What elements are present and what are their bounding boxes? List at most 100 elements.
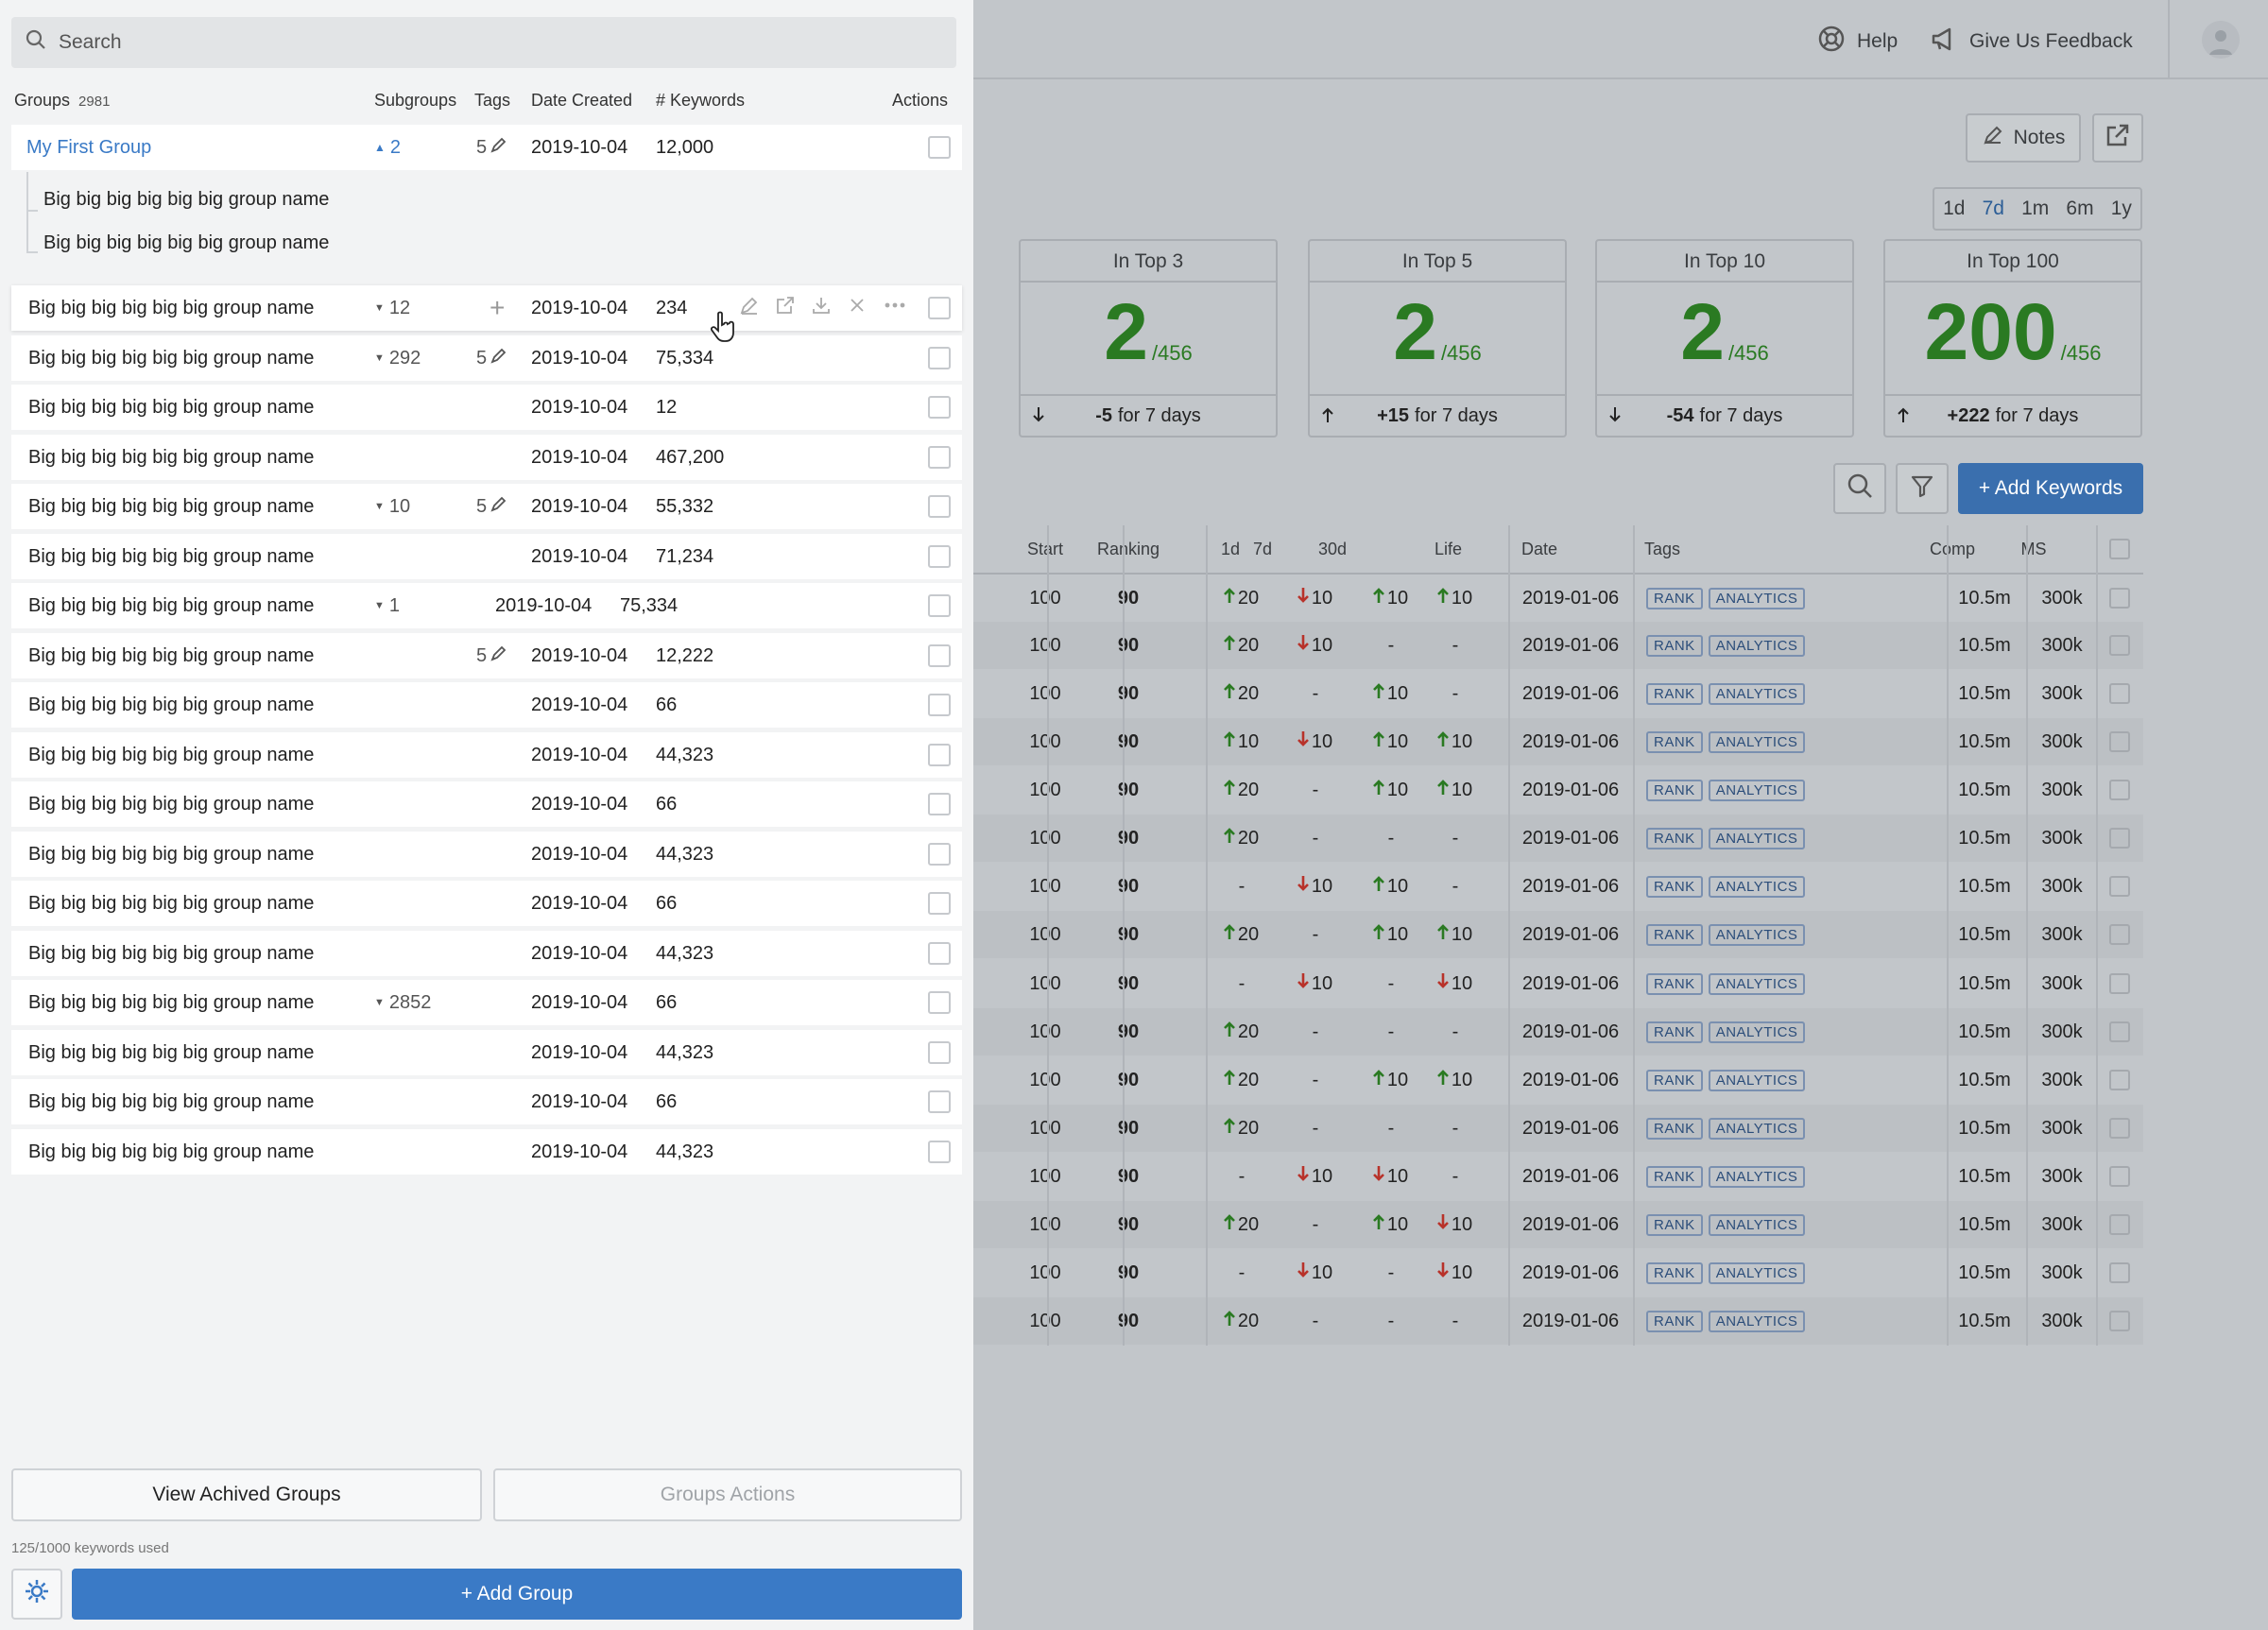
period-6m[interactable]: 6m xyxy=(2066,197,2094,219)
keyword-row[interactable]: 100 90 20 - - - 2019-01-06 RANK ANALYTIC… xyxy=(973,1008,2143,1055)
feedback-link[interactable]: Give Us Feedback xyxy=(1930,25,2133,59)
add-tag-icon[interactable]: + xyxy=(490,293,506,322)
group-name[interactable]: Big big big big big big group name xyxy=(28,297,315,318)
tags-count[interactable]: 5 xyxy=(476,125,508,170)
view-archived-groups-button[interactable]: View Achived Groups xyxy=(11,1468,482,1521)
group-checkbox[interactable] xyxy=(928,694,951,716)
column-header-d30[interactable]: 30d xyxy=(1317,539,1348,558)
group-name[interactable]: Big big big big big big group name xyxy=(28,545,315,567)
add-group-button[interactable]: + Add Group xyxy=(72,1569,962,1620)
subgroups-toggle[interactable]: ▼ 2852 xyxy=(374,991,432,1013)
subgroups-toggle[interactable]: ▼ 10 xyxy=(374,495,411,517)
keyword-row[interactable]: 100 90 20 - 10 - 2019-01-06 RANK ANALYTI… xyxy=(973,670,2143,717)
tag-badge[interactable]: ANALYTICS xyxy=(1708,1261,1806,1284)
row-checkbox[interactable] xyxy=(2109,828,2130,849)
group-row[interactable]: Big big big big big big group name ▼ 2852 2… xyxy=(11,980,962,1025)
tag-badge[interactable]: ANALYTICS xyxy=(1708,827,1806,849)
column-header-tags[interactable]: Tags xyxy=(1644,539,1681,558)
keyword-row[interactable]: 100 90 20 - 10 10 2019-01-06 RANK ANALYT… xyxy=(973,911,2143,958)
column-header-d7[interactable]: 7d xyxy=(1252,539,1273,558)
keyword-row[interactable]: 100 90 - 10 - 10 2019-01-06 RANK ANALYTI… xyxy=(973,960,2143,1007)
subgroups-toggle[interactable]: ▼ 292 xyxy=(374,347,421,369)
tag-badge[interactable]: RANK xyxy=(1646,827,1703,849)
group-name[interactable]: Big big big big big big group name xyxy=(28,644,315,666)
avatar[interactable] xyxy=(2202,21,2240,59)
group-checkbox[interactable] xyxy=(928,396,951,419)
keyword-row[interactable]: 100 90 10 10 10 10 2019-01-06 RANK ANALY… xyxy=(973,718,2143,765)
group-checkbox[interactable] xyxy=(928,644,951,667)
group-name[interactable]: Big big big big big big group name xyxy=(28,495,315,517)
group-name[interactable]: Big big big big big big group name xyxy=(28,446,315,468)
group-row-first[interactable]: My First Group ▲ 2 5 2019-10-04 12,000 xyxy=(11,125,962,170)
tag-badge[interactable]: ANALYTICS xyxy=(1708,1310,1806,1332)
group-checkbox[interactable] xyxy=(928,136,951,159)
group-checkbox[interactable] xyxy=(928,1090,951,1113)
group-name[interactable]: Big big big big big big group name xyxy=(28,843,315,865)
group-checkbox[interactable] xyxy=(928,594,951,617)
row-checkbox[interactable] xyxy=(2109,1118,2130,1139)
tag-badge[interactable]: RANK xyxy=(1646,682,1703,705)
group-name[interactable]: Big big big big big big group name xyxy=(28,744,315,765)
tag-badge[interactable]: RANK xyxy=(1646,972,1703,995)
column-header-date[interactable]: Date xyxy=(1521,539,1558,558)
group-name[interactable]: Big big big big big big group name xyxy=(28,1090,315,1112)
row-checkbox[interactable] xyxy=(2109,924,2130,945)
subgroup-item[interactable]: Big big big big big big group name xyxy=(43,232,330,253)
group-name[interactable]: Big big big big big big group name xyxy=(28,347,315,369)
row-checkbox[interactable] xyxy=(2109,683,2130,704)
filter-button[interactable] xyxy=(1896,463,1949,514)
column-header-d1[interactable]: 1d xyxy=(1221,539,1241,558)
period-7d[interactable]: 7d xyxy=(1982,197,2004,219)
group-checkbox[interactable] xyxy=(928,545,951,568)
tag-badge[interactable]: ANALYTICS xyxy=(1708,682,1806,705)
keyword-row[interactable]: 100 90 20 10 - - 2019-01-06 RANK ANALYTI… xyxy=(973,622,2143,669)
group-row[interactable]: Big big big big big big group name 2019-1… xyxy=(11,1030,962,1075)
keyword-row[interactable]: 100 90 20 - 10 10 2019-01-06 RANK ANALYT… xyxy=(973,1201,2143,1248)
group-checkbox[interactable] xyxy=(928,347,951,369)
keyword-row[interactable]: 100 90 - 10 10 - 2019-01-06 RANK ANALYTI… xyxy=(973,1153,2143,1200)
period-1d[interactable]: 1d xyxy=(1943,197,1966,219)
tag-badge[interactable]: RANK xyxy=(1646,730,1703,753)
group-checkbox[interactable] xyxy=(928,495,951,518)
tag-badge[interactable]: ANALYTICS xyxy=(1708,1165,1806,1188)
tag-badge[interactable]: RANK xyxy=(1646,779,1703,801)
group-name[interactable]: Big big big big big big group name xyxy=(28,1141,315,1162)
group-checkbox[interactable] xyxy=(928,1041,951,1064)
group-row[interactable]: Big big big big big big group name 2019-1… xyxy=(11,881,962,926)
tag-badge[interactable]: ANALYTICS xyxy=(1708,972,1806,995)
keyword-row[interactable]: 100 90 20 - 10 10 2019-01-06 RANK ANALYT… xyxy=(973,766,2143,814)
column-header-life[interactable]: Life xyxy=(1435,539,1463,558)
period-1m[interactable]: 1m xyxy=(2021,197,2050,219)
search-input[interactable]: Search xyxy=(11,17,956,68)
tag-badge[interactable]: RANK xyxy=(1646,1021,1703,1043)
group-name[interactable]: Big big big big big big group name xyxy=(28,942,315,964)
tag-badge[interactable]: ANALYTICS xyxy=(1708,1117,1806,1140)
groups-actions-button[interactable]: Groups Actions xyxy=(493,1468,962,1521)
row-checkbox[interactable] xyxy=(2109,1214,2130,1235)
select-all-checkbox[interactable] xyxy=(2109,539,2130,559)
group-name[interactable]: Big big big big big big group name xyxy=(28,793,315,815)
group-checkbox[interactable] xyxy=(928,892,951,915)
tag-badge[interactable]: ANALYTICS xyxy=(1708,875,1806,898)
tags-count[interactable]: 5 xyxy=(476,335,508,381)
group-name[interactable]: Big big big big big big group name xyxy=(28,694,315,715)
group-checkbox[interactable] xyxy=(928,991,951,1014)
row-checkbox[interactable] xyxy=(2109,780,2130,800)
subgroups-toggle[interactable]: ▼ 1 xyxy=(374,594,401,616)
group-name[interactable]: Big big big big big big group name xyxy=(28,396,315,418)
tag-badge[interactable]: RANK xyxy=(1646,1261,1703,1284)
settings-button[interactable] xyxy=(11,1569,62,1620)
group-row[interactable]: Big big big big big big group name 2019-1… xyxy=(11,435,962,480)
group-row[interactable]: Big big big big big big group name ▼ 10 5 20… xyxy=(11,484,962,529)
row-checkbox[interactable] xyxy=(2109,588,2130,609)
tag-badge[interactable]: RANK xyxy=(1646,587,1703,609)
add-keywords-button[interactable]: + Add Keywords xyxy=(1958,463,2143,514)
download-icon[interactable] xyxy=(811,295,832,321)
tag-badge[interactable]: ANALYTICS xyxy=(1708,1021,1806,1043)
row-checkbox[interactable] xyxy=(2109,1262,2130,1283)
row-checkbox[interactable] xyxy=(2109,973,2130,994)
keyword-row[interactable]: 100 90 - 10 10 - 2019-01-06 RANK ANALYTI… xyxy=(973,863,2143,910)
help-link[interactable]: Help xyxy=(1817,25,1898,59)
group-row[interactable]: Big big big big big big group name 2019-1… xyxy=(11,682,962,728)
row-checkbox[interactable] xyxy=(2109,876,2130,897)
